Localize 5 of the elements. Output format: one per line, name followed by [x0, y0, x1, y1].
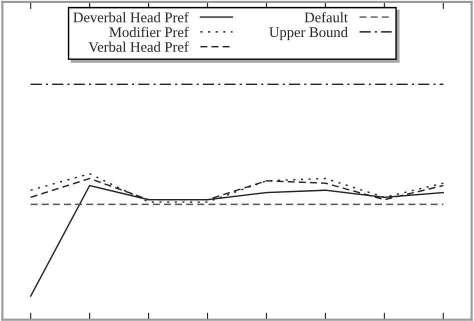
- legend-label: Verbal Head Pref: [88, 41, 189, 52]
- legend-label: Upper Bound: [269, 26, 348, 40]
- legend-label: Default: [304, 12, 348, 22]
- legend-label: Modifier Pref: [109, 26, 189, 38]
- legend-label: Deverbal Head Pref: [73, 12, 189, 22]
